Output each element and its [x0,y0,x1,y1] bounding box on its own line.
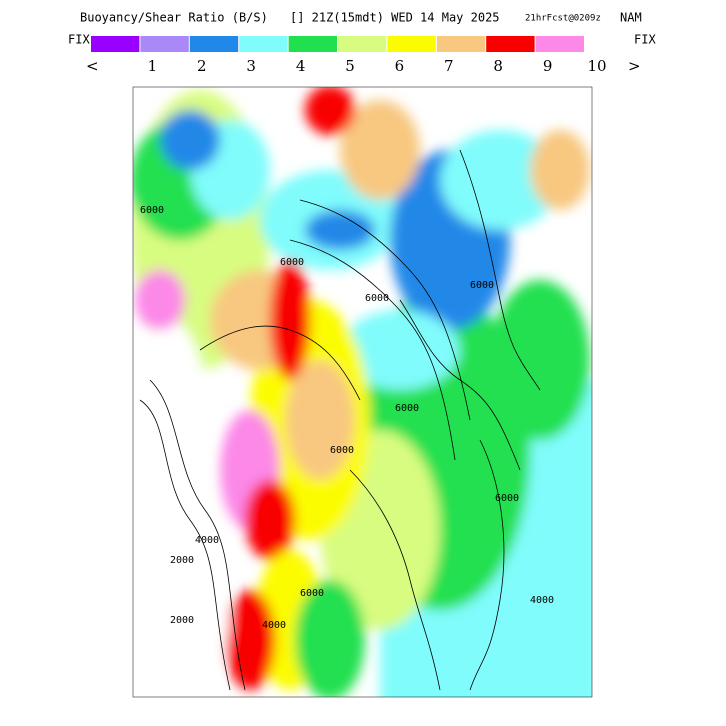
contour-label: 6000 [495,493,519,504]
legend-swatch [288,36,337,52]
legend-label: 7 [444,57,454,75]
legend-swatch [387,36,436,52]
legend-swatch [189,36,239,52]
legend-swatch [436,36,486,52]
contour-label: 2000 [170,555,194,566]
arrow-left[interactable]: < [86,57,99,75]
contour-label: 4000 [262,620,286,631]
legend-swatch [91,36,140,52]
model: NAM [620,11,642,25]
legend-swatch [338,36,387,52]
title: Buoyancy/Shear Ratio (B/S) [80,11,268,25]
legend-label: 3 [246,57,256,75]
legend-label: 2 [197,57,207,75]
legend-label: 9 [543,57,553,75]
map: 6000 6000 6000 6000 6000 6000 6000 2000 … [132,86,593,698]
contour-label: 6000 [300,588,324,599]
contour-label: 6000 [365,293,389,304]
contour-label: 6000 [280,257,304,268]
forecast: 21hrFcst@0209z [525,14,601,24]
fix-left: FIX [68,33,90,47]
legend-swatch [535,36,584,52]
contour-label: 6000 [330,445,354,456]
legend-label: 8 [493,57,503,75]
arrow-right[interactable]: > [628,57,641,75]
contour-label: 6000 [470,280,494,291]
color-legend: 1 2 3 4 5 6 7 8 9 10 [91,36,607,75]
contour-labels: 6000 6000 6000 6000 6000 6000 6000 2000 … [140,205,554,631]
shading [133,87,592,697]
legend-swatch [486,36,535,52]
contour-label: 6000 [395,403,419,414]
legend-label: 1 [148,57,158,75]
legend-label: 4 [296,57,306,75]
valid-time: [] 21Z(15mdt) WED 14 May 2025 [290,11,500,25]
legend-label: 5 [345,57,355,75]
contour-label: 4000 [530,595,554,606]
fix-right: FIX [634,33,656,47]
contours [139,149,541,691]
contour-label: 2000 [170,615,194,626]
legend-swatch [239,36,288,52]
legend-label: 10 [587,57,606,75]
contour-label: 6000 [140,205,164,216]
legend-label: 6 [395,57,405,75]
map-border [132,86,593,698]
contour-label: 4000 [195,535,219,546]
legend-swatch [140,36,189,52]
